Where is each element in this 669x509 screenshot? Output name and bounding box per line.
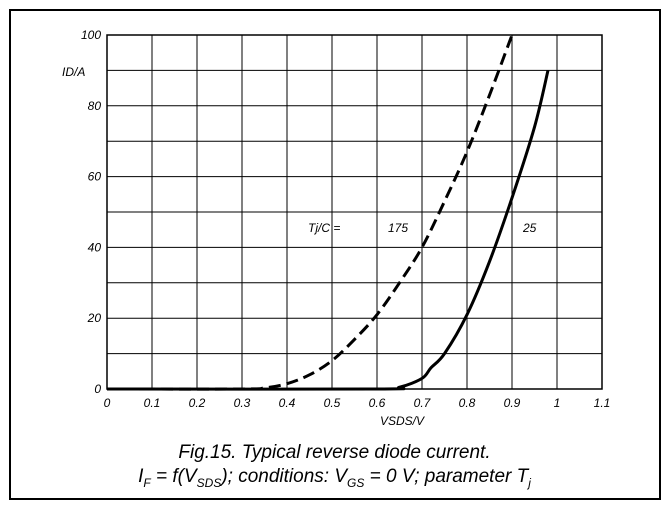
caption-part: ); conditions: V <box>221 466 348 487</box>
caption-line-2: IF = f(VSDS); conditions: VGS = 0 V; par… <box>0 465 669 495</box>
caption-part: = f(V <box>150 466 197 487</box>
figure-caption: Fig.15. Typical reverse diode current. I… <box>0 441 669 495</box>
x-tick-label: 0.7 <box>414 396 432 410</box>
caption-sub: j <box>528 475 531 490</box>
series-line-25 <box>106 70 550 391</box>
y-tick-label: 60 <box>88 170 102 184</box>
tj-annotation: Tj/C = <box>308 221 340 235</box>
figure-frame <box>9 9 661 500</box>
y-tick-label: 40 <box>88 240 102 254</box>
series-line-175 <box>106 34 514 391</box>
series-label-25: 25 <box>522 221 537 235</box>
x-tick-label: 0.8 <box>459 396 476 410</box>
x-tick-label: 1.1 <box>594 396 611 410</box>
caption-sub: SDS <box>196 475 222 490</box>
x-tick-label: 0.4 <box>279 396 296 410</box>
caption-line-1: Fig.15. Typical reverse diode current. <box>178 442 491 463</box>
caption-sub: F <box>143 475 151 490</box>
x-tick-label: 0 <box>104 396 111 410</box>
series-label-175: 175 <box>388 221 408 235</box>
y-tick-label: 0 <box>94 382 101 396</box>
x-axis-label: VSDS/V <box>380 414 425 428</box>
curves <box>106 34 550 391</box>
x-tick-labels: 0 0.1 0.2 0.3 0.4 0.5 0.6 0.7 0.8 0.9 1 1.1 <box>104 396 611 410</box>
x-tick-label: 0.5 <box>324 396 341 410</box>
x-tick-label: 0.2 <box>189 396 206 410</box>
y-tick-label: 20 <box>87 311 102 325</box>
x-tick-label: 0.9 <box>504 396 521 410</box>
x-tick-label: 1 <box>554 396 561 410</box>
grid <box>106 34 603 390</box>
y-tick-label: 80 <box>88 99 102 113</box>
x-tick-label: 0.1 <box>144 396 161 410</box>
y-tick-label: 100 <box>81 28 101 42</box>
x-tick-label: 0.3 <box>234 396 251 410</box>
caption-part: I <box>138 466 144 487</box>
caption-sub: GS <box>347 475 365 490</box>
y-axis-label: ID/A <box>62 65 85 79</box>
caption-part: = 0 V; parameter T <box>364 466 529 487</box>
x-tick-label: 0.6 <box>369 396 386 410</box>
y-tick-labels: 0 20 40 60 80 100 <box>81 28 101 396</box>
